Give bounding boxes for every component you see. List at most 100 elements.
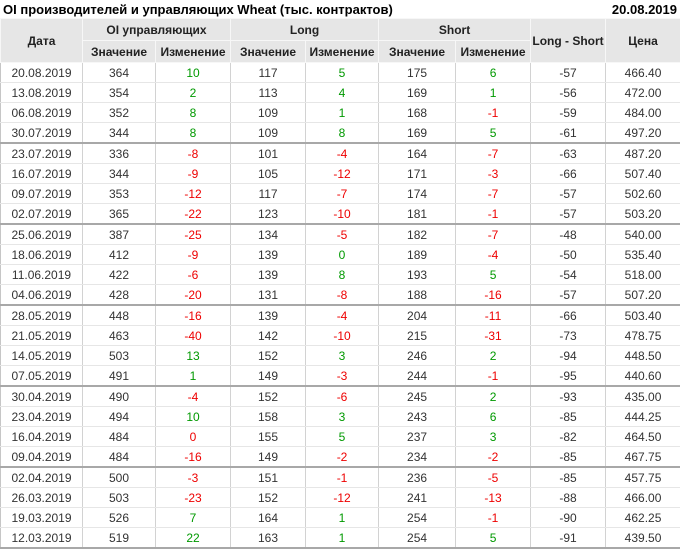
short-change-cell: -3 [456,164,531,184]
short-change-cell: -16 [456,285,531,306]
long-change-cell: -7 [306,184,379,204]
long-short-cell: -95 [531,366,606,387]
short-change-cell: -13 [456,488,531,508]
header-short-change: Изменение [456,41,531,63]
short-value-cell: 169 [379,83,456,103]
long-value-cell: 113 [231,83,306,103]
short-change-cell: 6 [456,407,531,427]
long-value-cell: 123 [231,204,306,225]
short-change-cell: 3 [456,427,531,447]
date-cell: 30.04.2019 [1,386,83,407]
short-change-cell: -11 [456,305,531,326]
oi-change-cell: 10 [156,63,231,83]
long-change-cell: -5 [306,224,379,245]
date-cell: 13.08.2019 [1,83,83,103]
long-value-cell: 105 [231,164,306,184]
long-change-cell: 8 [306,265,379,285]
oi-value-cell: 490 [83,386,156,407]
cot-table: Дата OI управляющих Long Short Long - Sh… [0,18,680,549]
date-cell: 26.03.2019 [1,488,83,508]
oi-value-cell: 336 [83,143,156,164]
long-change-cell: -6 [306,386,379,407]
oi-value-cell: 353 [83,184,156,204]
oi-change-cell: -40 [156,326,231,346]
oi-value-cell: 484 [83,427,156,447]
oi-change-cell: -20 [156,285,231,306]
report-date: 20.08.2019 [612,2,677,17]
price-cell: 484.00 [606,103,680,123]
short-change-cell: 6 [456,63,531,83]
short-change-cell: -4 [456,245,531,265]
header-long-group: Long [231,19,379,41]
long-value-cell: 163 [231,528,306,549]
oi-change-cell: 8 [156,103,231,123]
long-change-cell: -12 [306,488,379,508]
date-cell: 20.08.2019 [1,63,83,83]
short-change-cell: 5 [456,123,531,144]
table-header: Дата OI управляющих Long Short Long - Sh… [1,19,680,63]
long-short-cell: -48 [531,224,606,245]
price-cell: 507.20 [606,285,680,306]
date-cell: 02.07.2019 [1,204,83,225]
long-short-cell: -85 [531,467,606,488]
short-value-cell: 245 [379,386,456,407]
long-short-cell: -82 [531,427,606,447]
short-value-cell: 174 [379,184,456,204]
long-short-cell: -56 [531,83,606,103]
short-change-cell: -7 [456,224,531,245]
long-value-cell: 101 [231,143,306,164]
oi-value-cell: 412 [83,245,156,265]
short-change-cell: 5 [456,528,531,549]
header-oi-group: OI управляющих [83,19,231,41]
oi-change-cell: -8 [156,143,231,164]
price-cell: 462.25 [606,508,680,528]
long-change-cell: -8 [306,285,379,306]
long-value-cell: 117 [231,184,306,204]
date-cell: 09.07.2019 [1,184,83,204]
oi-change-cell: -25 [156,224,231,245]
price-cell: 507.40 [606,164,680,184]
price-cell: 439.50 [606,528,680,549]
long-change-cell: -3 [306,366,379,387]
long-change-cell: -4 [306,305,379,326]
long-change-cell: -12 [306,164,379,184]
short-change-cell: -31 [456,326,531,346]
long-value-cell: 152 [231,386,306,407]
short-change-cell: -1 [456,103,531,123]
price-cell: 464.50 [606,427,680,447]
long-value-cell: 139 [231,265,306,285]
long-change-cell: -10 [306,204,379,225]
short-change-cell: 2 [456,346,531,366]
date-cell: 18.06.2019 [1,245,83,265]
oi-change-cell: -23 [156,488,231,508]
oi-value-cell: 500 [83,467,156,488]
short-change-cell: -7 [456,143,531,164]
long-change-cell: 0 [306,245,379,265]
price-cell: 518.00 [606,265,680,285]
short-value-cell: 168 [379,103,456,123]
oi-value-cell: 344 [83,164,156,184]
oi-value-cell: 387 [83,224,156,245]
oi-value-cell: 463 [83,326,156,346]
short-value-cell: 171 [379,164,456,184]
long-change-cell: 8 [306,123,379,144]
price-cell: 466.40 [606,63,680,83]
oi-change-cell: 22 [156,528,231,549]
short-value-cell: 182 [379,224,456,245]
price-cell: 503.20 [606,204,680,225]
long-value-cell: 139 [231,245,306,265]
short-change-cell: -2 [456,447,531,468]
date-cell: 23.07.2019 [1,143,83,164]
price-cell: 467.75 [606,447,680,468]
